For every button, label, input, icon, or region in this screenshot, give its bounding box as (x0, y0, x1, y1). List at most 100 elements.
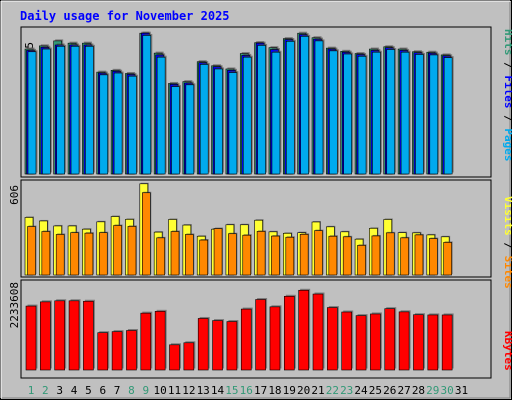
top-pages-bar-day-7 (113, 71, 124, 175)
middle-sites-bar-day-1 (27, 225, 37, 276)
bottom-kbytes-bar-day-20 (298, 288, 311, 371)
top-pages-bar-day-28 (415, 52, 425, 175)
bottom-kbytes-bar-day-12 (183, 341, 196, 371)
middle-sites-bar-day-27 (400, 236, 410, 276)
bottom-kbytes-bar-day-21 (312, 292, 325, 371)
middle-sites-bar-day-17 (256, 230, 267, 276)
x-tick-day-12: 12 (182, 384, 195, 397)
bottom-kbytes-bar-day-10 (154, 309, 167, 371)
bottom-kbytes-bar-day-28 (413, 313, 425, 371)
bottom-kbytes-bar-day-17 (255, 298, 268, 371)
x-tick-day-13: 13 (197, 384, 210, 397)
bottom-panel-max-label: 2233608 (8, 282, 21, 328)
bottom-kbytes-bar-day-11 (169, 343, 181, 371)
x-tick-day-28: 28 (412, 384, 425, 397)
bottom-kbytes-bar-day-15 (226, 320, 239, 371)
x-tick-day-15: 15 (225, 384, 238, 397)
x-tick-day-22: 22 (326, 384, 339, 397)
legend-mid-text: Visits / Sites (502, 196, 512, 289)
top-pages-bar-day-25 (372, 50, 382, 175)
middle-sites-bar-day-28 (414, 233, 424, 276)
top-pages-bar-day-27 (400, 50, 411, 175)
top-pages-bar-day-20 (300, 34, 311, 175)
middle-sites-bar-day-13 (199, 239, 209, 276)
bottom-kbytes-bar-day-29 (427, 313, 440, 371)
x-tick-day-23: 23 (340, 384, 353, 397)
middle-sites-bar-day-12 (185, 233, 195, 276)
bottom-kbytes-bar-day-4 (68, 299, 81, 371)
middle-sites-bar-day-16 (242, 234, 252, 276)
bottom-kbytes-bar-day-16 (240, 307, 253, 371)
bottom-kbytes-bar-day-13 (197, 316, 210, 371)
middle-sites-bar-day-8 (127, 225, 137, 276)
bottom-kbytes-bar-day-25 (370, 312, 382, 371)
middle-sites-bar-day-26 (385, 231, 396, 276)
bottom-kbytes-bar-day-26 (384, 307, 397, 371)
middle-sites-bar-day-15 (228, 232, 238, 276)
bottom-kbytes-bar-day-3 (54, 299, 67, 371)
middle-sites-bar-day-10 (156, 236, 166, 276)
legend-kbytes: KBytes (502, 331, 512, 371)
bottom-kbytes-bar-day-2 (40, 300, 52, 371)
x-tick-day-7: 7 (114, 384, 121, 397)
middle-panel-legend: Visits / Sites (502, 196, 512, 289)
middle-panel-max-label: 606 (8, 185, 21, 205)
middle-sites-bar-day-14 (213, 227, 224, 276)
x-tick-day-17: 17 (254, 384, 267, 397)
x-tick-day-24: 24 (354, 384, 368, 397)
middle-sites-bar-day-11 (170, 230, 180, 276)
legend-top-text: Hits / Files / Pages (502, 29, 512, 162)
top-pages-bar-day-29 (429, 53, 440, 175)
legend-hits: Hits (502, 29, 512, 56)
x-tick-day-27: 27 (397, 384, 410, 397)
top-pages-bar-day-4 (70, 44, 81, 175)
x-axis-day-labels: 1 2 3 4 5 6 7 8 9 10 11 12 13 14 15 16 17 18 19 20 21 22 23 24 2… (28, 384, 468, 397)
middle-sites-bar-day-3 (55, 233, 66, 276)
top-pages-bar-day-12 (185, 83, 196, 175)
bars-layer (24, 31, 454, 371)
top-pages-bar-day-24 (357, 54, 368, 175)
x-tick-day-18: 18 (268, 384, 281, 397)
x-tick-day-26: 26 (383, 384, 396, 397)
middle-sites-bar-day-19 (285, 236, 295, 276)
top-pages-bar-day-10 (156, 55, 167, 175)
bottom-kbytes-bar-day-23 (341, 310, 354, 371)
middle-sites-bar-day-6 (98, 231, 109, 276)
top-pages-bar-day-3 (56, 44, 67, 175)
x-tick-day-16: 16 (240, 384, 253, 397)
top-pages-bar-day-19 (285, 39, 296, 175)
x-tick-day-19: 19 (283, 384, 296, 397)
x-tick-day-1: 1 (28, 384, 35, 397)
x-tick-day-25: 25 (369, 384, 382, 397)
top-panel-legend: Hits / Files / Pages (502, 29, 512, 162)
top-pages-bar-day-23 (343, 52, 354, 175)
bottom-kbytes-bar-day-19 (283, 294, 296, 371)
middle-sites-bar-day-4 (70, 231, 80, 276)
x-tick-day-31: 31 (455, 384, 468, 397)
bottom-kbytes-bar-day-8 (126, 329, 138, 371)
bottom-kbytes-bar-day-27 (398, 310, 411, 371)
middle-sites-bar-day-5 (84, 232, 94, 276)
top-pages-bar-day-16 (242, 55, 253, 175)
bottom-kbytes-bar-day-6 (97, 331, 110, 371)
legend-pages: Pages (502, 128, 512, 161)
x-tick-day-29: 29 (426, 384, 439, 397)
middle-sites-bar-day-25 (371, 234, 381, 276)
legend-files: Files (502, 75, 512, 108)
x-tick-day-14: 14 (211, 384, 225, 397)
middle-sites-bar-day-23 (342, 235, 353, 276)
top-pages-bar-day-14 (214, 67, 225, 175)
x-tick-day-4: 4 (71, 384, 78, 397)
middle-sites-bar-day-9 (142, 191, 152, 276)
x-tick-day-21: 21 (311, 384, 324, 397)
bottom-kbytes-bar-day-14 (212, 319, 225, 371)
legend-bot-text: KBytes (502, 331, 512, 371)
top-pages-bar-day-30 (443, 56, 454, 175)
top-pages-bar-day-13 (199, 62, 210, 175)
middle-sites-bar-day-18 (271, 235, 281, 276)
bottom-kbytes-bar-day-9 (140, 311, 153, 371)
x-tick-day-20: 20 (297, 384, 310, 397)
x-tick-day-30: 30 (441, 384, 454, 397)
bottom-kbytes-bar-day-24 (355, 314, 368, 371)
middle-sites-bar-day-20 (299, 233, 310, 276)
